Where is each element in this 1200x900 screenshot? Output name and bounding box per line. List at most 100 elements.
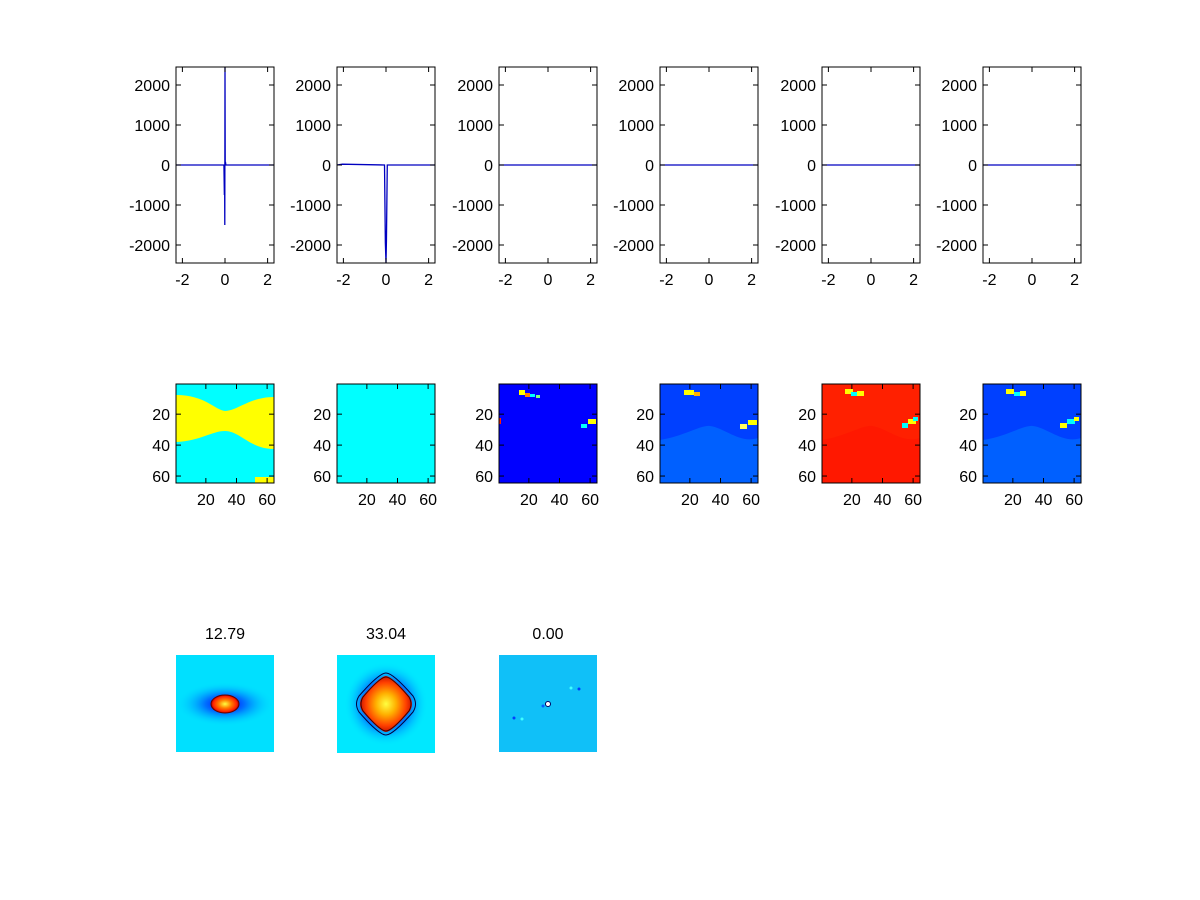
heatmap-2-4-hotspot: [684, 390, 694, 395]
heatmap-2-6: [983, 384, 1081, 483]
axes-2-4: 20 40 60 20 40 60: [636, 383, 760, 509]
axes-2-3: 20 40 60 20 40 60: [475, 383, 599, 509]
heatmap-2-6-hotspot: [1074, 417, 1079, 421]
heatmap-2-6-hotspot: [1006, 389, 1014, 394]
axes-box-2-4: [659, 383, 759, 484]
y-tick-label: 40: [313, 438, 331, 455]
y-tick-label: -1000: [775, 198, 816, 215]
x-tick-label: 60: [1065, 492, 1083, 509]
row-2-heatmaps: [176, 384, 1081, 483]
heatmap-2-5-wave-band: [822, 425, 920, 483]
image-3-2: 33.04: [337, 626, 435, 753]
heatmap-2-6-hotspot: [1014, 392, 1020, 396]
y-tick-label: 20: [636, 407, 654, 424]
image-3-3: 0.00: [499, 626, 597, 752]
image-3-1-title: 12.79: [205, 626, 245, 643]
axes-1-5: -2 0 2 2000 1000 0 -1000 -2000: [775, 66, 921, 289]
heatmap-2-3-hotspot: [499, 418, 501, 424]
y-tick-label: 2000: [457, 78, 493, 95]
y-tick-label: 1000: [134, 118, 170, 135]
x-tick-label: 2: [586, 272, 595, 289]
y-tick-label: -2000: [775, 238, 816, 255]
y-tick-label: 0: [161, 158, 170, 175]
axes-2-6: 20 40 60 20 40 60: [959, 383, 1083, 509]
y-tick-label: -1000: [452, 198, 493, 215]
image-3-2-contour-inner: [360, 676, 412, 732]
heatmap-2-5-hotspot: [902, 423, 908, 428]
heatmap-2-3-hotspot: [588, 419, 596, 424]
image-3-2-diamond-core: [360, 676, 412, 732]
x-tick-label: 0: [544, 272, 553, 289]
heatmap-2-2-background: [337, 384, 435, 483]
x-tick-label: 20: [843, 492, 861, 509]
heatmap-2-5-hotspot: [845, 389, 853, 394]
x-tick-label: 60: [258, 492, 276, 509]
image-3-3-blip: [541, 704, 545, 708]
heatmap-2-3-hotspot: [581, 424, 587, 428]
heatmap-2-5-hotspot: [913, 417, 918, 421]
y-tick-label: 20: [798, 407, 816, 424]
image-3-1-hot-core: [211, 695, 239, 713]
image-3-2-contour-outer: [356, 672, 416, 736]
y-tick-label: 20: [959, 407, 977, 424]
image-3-1-contour: [210, 694, 240, 714]
y-tick-label: -1000: [613, 198, 654, 215]
heatmap-2-1-corner-patch: [255, 477, 274, 483]
y-tick-label: -2000: [936, 238, 977, 255]
axes-box-2-1: [175, 383, 275, 484]
x-tick-label: 0: [705, 272, 714, 289]
x-tick-label: 0: [221, 272, 230, 289]
x-tick-label: 40: [551, 492, 569, 509]
x-tick-label: 40: [389, 492, 407, 509]
y-tick-label: -2000: [129, 238, 170, 255]
heatmap-2-4-hotspot: [748, 420, 757, 425]
x-tick-label: 40: [1035, 492, 1053, 509]
axes-2-2: 20 40 60 20 40 60: [313, 383, 437, 509]
y-tick-label: 60: [313, 469, 331, 486]
image-3-1: 12.79: [176, 626, 274, 752]
axes-box-2-3: [498, 383, 598, 484]
x-tick-label: 2: [747, 272, 756, 289]
axes-1-4: -2 0 2 2000 1000 0 -1000 -2000: [613, 66, 759, 289]
y-tick-label: 2000: [134, 78, 170, 95]
x-tick-label: 2: [909, 272, 918, 289]
x-tick-label: 20: [681, 492, 699, 509]
heatmap-2-3: [499, 384, 597, 483]
axes-2-5: 20 40 60 20 40 60: [798, 383, 922, 509]
y-tick-label: 1000: [941, 118, 977, 135]
heatmap-2-4-hotspot: [694, 392, 700, 396]
heatmap-2-4-hotspot: [740, 424, 747, 429]
x-tick-label: 40: [228, 492, 246, 509]
y-tick-label: -2000: [290, 238, 331, 255]
x-tick-label: -2: [982, 272, 996, 289]
y-tick-label: 40: [636, 438, 654, 455]
x-tick-label: 2: [424, 272, 433, 289]
y-tick-label: 2000: [618, 78, 654, 95]
x-tick-label: -2: [659, 272, 673, 289]
y-tick-label: 60: [636, 469, 654, 486]
heatmap-2-5: [822, 384, 920, 483]
heatmap-2-3-hotspot: [525, 393, 530, 397]
x-tick-label: 0: [382, 272, 391, 289]
heatmap-2-6-hotspot: [1020, 391, 1026, 396]
axes-1-6: -2 0 2 2000 1000 0 -1000 -2000: [936, 66, 1082, 289]
image-3-2-title: 33.04: [366, 626, 406, 643]
y-tick-label: 2000: [780, 78, 816, 95]
heatmap-2-3-background: [499, 384, 597, 483]
y-tick-label: 60: [959, 469, 977, 486]
x-tick-label: 20: [520, 492, 538, 509]
x-tick-label: 2: [1070, 272, 1079, 289]
y-tick-label: 40: [798, 438, 816, 455]
x-tick-label: 0: [867, 272, 876, 289]
image-3-3-blip: [512, 716, 516, 720]
y-tick-label: -2000: [452, 238, 493, 255]
axes-box-2-6: [982, 383, 1082, 484]
image-3-3-blip: [545, 701, 551, 707]
x-tick-label: 20: [1004, 492, 1022, 509]
line-series-1-2: [336, 163, 435, 264]
y-tick-label: 1000: [295, 118, 331, 135]
y-tick-label: 40: [152, 438, 170, 455]
axes-box-2-2: [336, 383, 436, 484]
y-tick-label: 0: [968, 158, 977, 175]
y-tick-label: 0: [645, 158, 654, 175]
